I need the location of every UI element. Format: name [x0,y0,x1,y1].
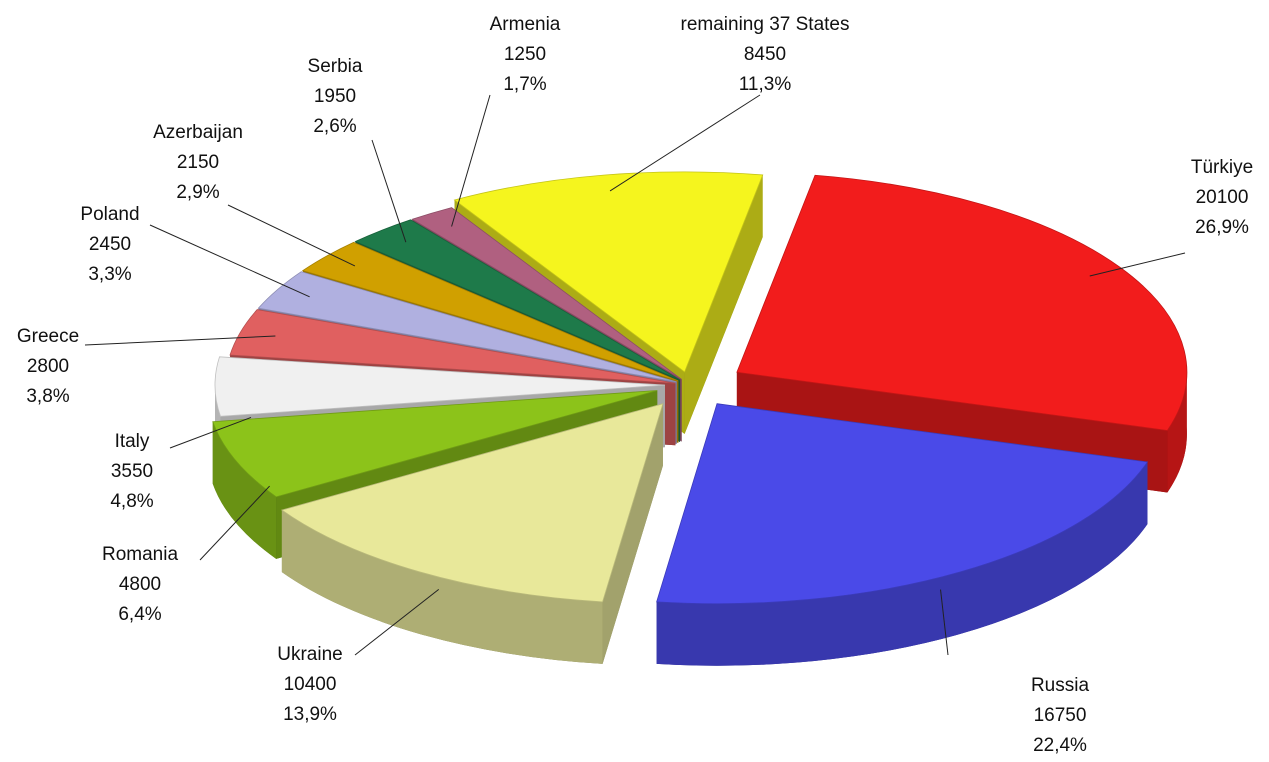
slice [214,356,666,417]
leader-line [451,94,491,227]
slice-wall [656,461,1148,666]
slice-percent: 2,6% [313,116,356,137]
leader-line [354,588,440,656]
slice-value: 4800 [119,574,161,595]
slice-label: Russia [1031,675,1090,696]
slice-percent: 4,8% [110,491,153,512]
slice-label: Italy [115,431,150,452]
slice-percent: 1,7% [503,74,546,95]
slice-percent: 13,9% [283,704,337,725]
slice-percent: 22,4% [1033,735,1087,756]
leader-line [371,139,407,243]
slice-label: Armenia [490,14,561,35]
slice-percent: 2,9% [176,182,219,203]
slice [229,309,676,384]
leader-line [940,589,949,656]
slice [736,174,1188,431]
slice-value: 3550 [111,461,153,482]
slice-label: remaining 37 States [681,14,850,35]
slice-value: 16750 [1034,705,1087,726]
leader-line [199,485,270,561]
slice-value: 2800 [27,356,69,377]
slice-label: Türkiye [1191,157,1253,178]
slice-value: 2150 [177,152,219,173]
leader-line [84,335,276,346]
slice-percent: 3,3% [88,264,131,285]
slice [212,390,658,498]
slice-percent: 11,3% [739,74,792,95]
leader-line [169,416,252,449]
slice-percent: 6,4% [118,604,161,625]
slice [280,403,664,603]
slice-label: Azerbaijan [153,122,243,143]
slice-wall [212,421,277,559]
slice-percent: 26,9% [1195,217,1249,238]
slice-value: 8450 [744,44,786,65]
slice [257,271,677,383]
slice-value: 2450 [89,234,131,255]
slice-label: Serbia [308,56,363,77]
slice-value: 1250 [504,44,546,65]
slice-value: 10400 [284,674,337,695]
slice-value: 20100 [1196,187,1249,208]
slice-percent: 3,8% [26,386,69,407]
leader-line [227,204,356,267]
slice [656,403,1149,605]
leader-line [609,94,761,192]
leader-line [1089,252,1186,277]
slice-wall [281,510,603,664]
slice-label: Ukraine [277,644,342,665]
leader-line [149,224,310,298]
slice [411,207,682,380]
slice [453,171,764,373]
slice-label: Poland [80,204,139,225]
slice [301,241,679,382]
slice-label: Romania [102,544,178,565]
slice-value: 1950 [314,86,356,107]
slice-label: Greece [17,326,79,347]
slice [354,219,681,381]
slice-edge [684,174,763,434]
